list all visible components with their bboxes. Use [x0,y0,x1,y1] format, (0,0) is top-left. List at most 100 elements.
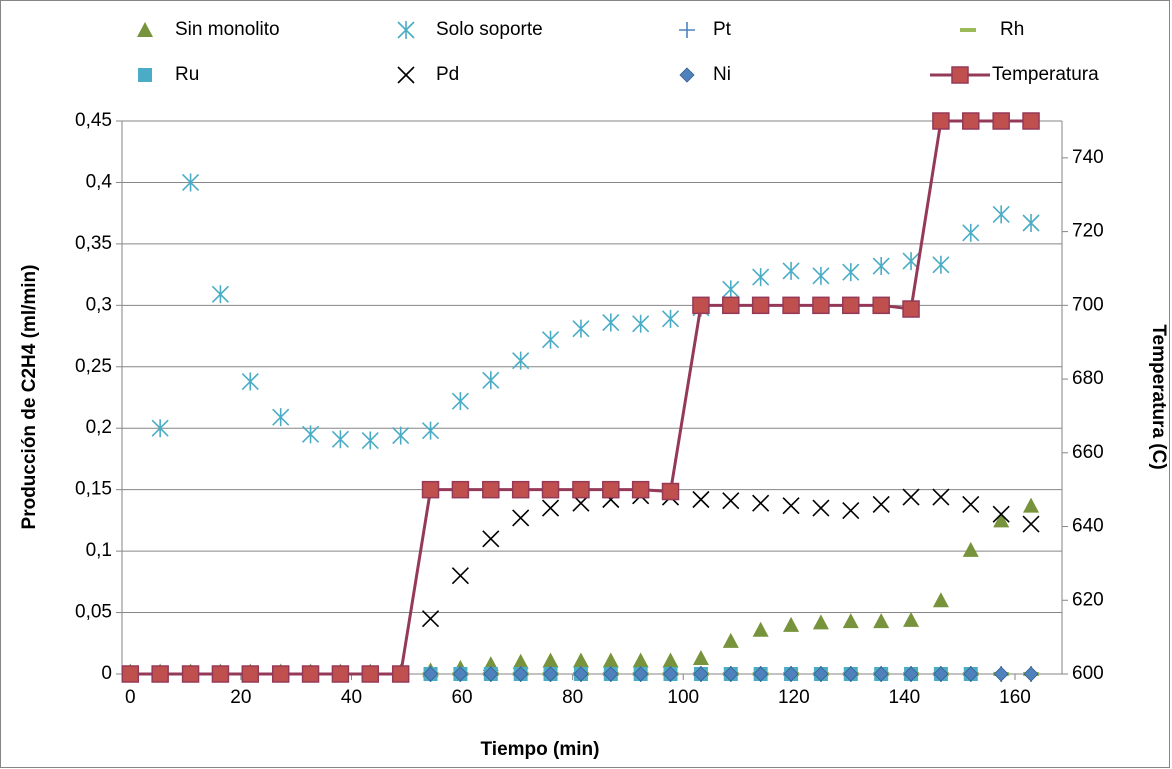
data-point [121,665,140,683]
legend-marker [679,67,695,83]
y2-tick-label: 720 [1072,221,1104,242]
legend-marker [137,22,153,37]
y2-tick-label: 740 [1072,147,1104,168]
y-tick-label: 0,35 [75,233,112,254]
data-point [902,488,920,506]
data-point [962,495,980,513]
data-point [632,652,649,668]
data-point [873,666,889,682]
data-point [631,480,650,499]
data-point [662,666,679,682]
y-tick-label: 0,05 [75,602,112,623]
data-point [722,296,740,315]
data-point [752,494,770,512]
y2-tick-label: 640 [1072,516,1104,537]
y-tick-label: 0,45 [75,110,112,131]
data-point [812,614,829,630]
data-point [602,480,620,499]
data-point [361,665,380,683]
data-point [361,431,379,450]
x-tick-label: 120 [778,687,810,708]
data-point [301,665,320,683]
data-point [842,613,859,629]
data-point [301,425,320,444]
data-point [421,421,440,440]
data-point [722,280,740,299]
data-point [241,372,259,391]
y-tick-label: 0,25 [75,356,112,377]
data-point [872,495,890,513]
data-point [903,666,919,682]
y2-tick-label: 620 [1072,589,1104,610]
data-point [873,613,890,629]
y2-tick-label: 680 [1072,368,1104,389]
data-point [932,592,949,608]
x-tick-label: 0 [125,687,136,708]
data-point [812,266,830,285]
data-point [662,652,679,668]
data-point [451,480,470,499]
data-point [211,665,230,683]
data-point [812,296,830,315]
data-point [1022,213,1040,232]
data-point [632,314,650,333]
data-point [783,666,799,682]
data-point [813,666,829,682]
data-point [542,666,559,682]
data-point [271,665,290,683]
data-point [1022,112,1040,130]
data-point [993,666,1009,682]
y-tick-label: 0,1 [86,540,112,561]
legend-label: Pt [713,19,732,40]
data-point [752,268,770,287]
data-point [151,665,169,683]
y2-tick-label: 600 [1072,663,1104,684]
legend-label: Ni [713,64,731,85]
data-point [421,480,440,499]
data-point [1023,497,1040,513]
x-tick-label: 20 [230,687,251,708]
data-point [1022,515,1040,533]
data-point [511,480,530,499]
data-point [843,666,859,682]
legend-marker [138,68,152,82]
y-tick-label: 0,3 [86,294,112,315]
data-point [572,652,589,668]
data-point [482,530,500,548]
data-point [842,296,860,315]
y-tick-label: 0,4 [86,171,113,192]
y-tick-label: 0,15 [75,479,112,500]
data-point [603,666,619,682]
data-point [872,296,890,315]
data-point [331,665,350,683]
legend-marker [679,22,695,38]
y2-axis-title: Temperatura (C) [1148,324,1169,469]
data-point [903,611,920,627]
data-point [932,488,950,506]
data-point [751,296,770,315]
x-tick-label: 140 [889,687,921,708]
data-point [541,330,560,349]
data-point [512,653,529,669]
data-point [512,351,530,370]
legend-label: Rh [1000,19,1024,40]
data-point [962,112,980,130]
data-point [872,257,890,276]
data-point [693,666,709,682]
data-point [692,650,709,666]
x-tick-label: 60 [451,687,472,708]
data-point [602,313,620,332]
data-point [692,490,710,509]
data-point [452,666,468,682]
data-point [992,205,1010,224]
data-point [451,392,469,411]
data-point [692,296,710,315]
data-point [842,501,860,520]
data-point [542,652,559,668]
y-tick-label: 0,2 [86,417,112,438]
x-axis-title: Tiempo (min) [481,739,600,760]
data-point [992,505,1010,523]
data-point [483,666,499,682]
data-point [541,499,560,517]
